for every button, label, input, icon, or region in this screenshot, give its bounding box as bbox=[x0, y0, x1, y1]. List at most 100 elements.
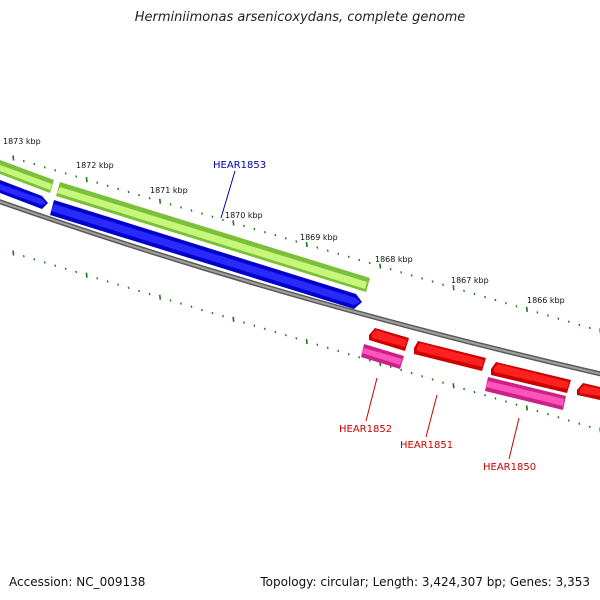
upper-tick bbox=[106, 184, 109, 188]
upper-tick bbox=[85, 177, 88, 183]
lower-tick bbox=[473, 390, 476, 394]
lower-tick bbox=[400, 368, 403, 372]
pink-gene-2[interactable] bbox=[485, 377, 566, 410]
lower-tick bbox=[106, 280, 109, 283]
lower-tick bbox=[96, 277, 99, 280]
lower-tick bbox=[347, 352, 350, 356]
hear1852-leader bbox=[365, 377, 378, 422]
blue-gene-1[interactable] bbox=[0, 180, 48, 209]
lower-tick bbox=[463, 387, 466, 391]
kbp-label-1869: 1869 kbp bbox=[300, 233, 338, 242]
upper-tick bbox=[389, 268, 392, 271]
lower-tick bbox=[169, 299, 172, 302]
upper-tick bbox=[190, 209, 193, 212]
lower-tick bbox=[525, 405, 529, 411]
upper-tick bbox=[253, 227, 256, 231]
upper-tick bbox=[274, 234, 277, 237]
green-gene-1[interactable] bbox=[0, 160, 54, 193]
upper-tick bbox=[442, 283, 445, 286]
kbp-label-1866: 1866 kbp bbox=[527, 296, 565, 305]
upper-tick bbox=[410, 274, 413, 277]
upper-tick bbox=[567, 320, 570, 323]
upper-tick bbox=[284, 237, 287, 240]
upper-tick bbox=[400, 271, 403, 274]
lower-tick bbox=[431, 378, 434, 381]
upper-tick bbox=[221, 218, 224, 221]
lower-tick bbox=[504, 400, 507, 403]
lower-tick bbox=[557, 416, 560, 419]
lower-tick bbox=[358, 356, 361, 359]
upper-tick bbox=[117, 187, 120, 191]
gene-label-hear1853[interactable]: HEAR1853 bbox=[213, 160, 266, 171]
red-gene-1[interactable] bbox=[369, 328, 409, 351]
lower-tick bbox=[515, 403, 518, 406]
accession-text: Accession: NC_009138 bbox=[9, 575, 146, 589]
gene-label-hear1852[interactable]: HEAR1852 bbox=[339, 424, 392, 435]
lower-tick bbox=[127, 286, 130, 289]
kbp-label-1873: 1873 kbp bbox=[3, 137, 41, 146]
upper-tick bbox=[305, 241, 308, 248]
upper-tick bbox=[463, 289, 466, 293]
lower-tick bbox=[305, 338, 308, 345]
lower-tick bbox=[12, 250, 15, 256]
lower-tick bbox=[75, 270, 78, 274]
pink-gene-1[interactable] bbox=[361, 344, 404, 369]
lower-tick bbox=[158, 294, 162, 300]
upper-tick bbox=[494, 298, 497, 302]
upper-tick bbox=[242, 224, 245, 228]
upper-tick bbox=[504, 301, 507, 305]
lower-tick bbox=[117, 283, 120, 286]
lower-tick bbox=[201, 308, 203, 312]
blue-gene-2[interactable] bbox=[50, 200, 362, 309]
gene-label-hear1850[interactable]: HEAR1850 bbox=[483, 462, 536, 473]
upper-tick bbox=[201, 212, 203, 215]
kbp-label-1871: 1871 kbp bbox=[150, 186, 188, 195]
red-gene-4[interactable] bbox=[577, 383, 600, 400]
red-gene-3[interactable] bbox=[491, 362, 571, 393]
lower-tick bbox=[242, 321, 245, 324]
lower-tick bbox=[494, 397, 497, 400]
lower-tick bbox=[536, 409, 539, 413]
upper-tick bbox=[54, 169, 57, 172]
lower-tick bbox=[85, 272, 88, 278]
upper-tick bbox=[557, 317, 560, 320]
upper-tick bbox=[75, 175, 78, 178]
lower-tick bbox=[263, 327, 266, 331]
upper-tick-row bbox=[12, 155, 600, 334]
lower-tick bbox=[567, 419, 570, 422]
gene-label-hear1851[interactable]: HEAR1851 bbox=[400, 440, 453, 451]
red-gene-2[interactable] bbox=[414, 341, 486, 371]
kbp-label-1868: 1868 kbp bbox=[375, 255, 413, 264]
kbp-label-1867: 1867 kbp bbox=[451, 276, 489, 285]
upper-tick bbox=[473, 292, 476, 296]
lower-tick bbox=[138, 289, 141, 293]
lower-tick bbox=[389, 365, 392, 368]
upper-tick bbox=[347, 255, 350, 259]
lower-tick bbox=[190, 305, 193, 308]
map-title: Herminiimonas arsenicoxydans, complete g… bbox=[134, 10, 466, 25]
hear1850-leader bbox=[508, 417, 520, 460]
upper-tick bbox=[588, 326, 591, 330]
upper-tick bbox=[431, 280, 434, 283]
lower-tick-row bbox=[12, 250, 600, 433]
upper-tick bbox=[515, 305, 518, 308]
kbp-label-1872: 1872 kbp bbox=[76, 161, 114, 170]
lower-tick bbox=[54, 264, 57, 267]
upper-tick bbox=[211, 215, 214, 218]
lower-tick bbox=[253, 324, 256, 327]
lower-tick bbox=[368, 359, 371, 362]
lower-tick bbox=[274, 330, 277, 334]
lower-tick bbox=[284, 333, 287, 337]
upper-tick bbox=[452, 285, 455, 291]
upper-tick bbox=[12, 155, 15, 161]
upper-tick bbox=[64, 172, 67, 175]
green-gene-2[interactable] bbox=[56, 182, 370, 292]
lower-tick bbox=[546, 412, 549, 416]
upper-tick bbox=[326, 249, 329, 252]
upper-tick bbox=[316, 246, 319, 249]
upper-tick bbox=[578, 323, 581, 327]
lower-tick bbox=[295, 337, 298, 340]
lower-tick bbox=[33, 258, 36, 261]
lower-tick bbox=[64, 267, 67, 271]
